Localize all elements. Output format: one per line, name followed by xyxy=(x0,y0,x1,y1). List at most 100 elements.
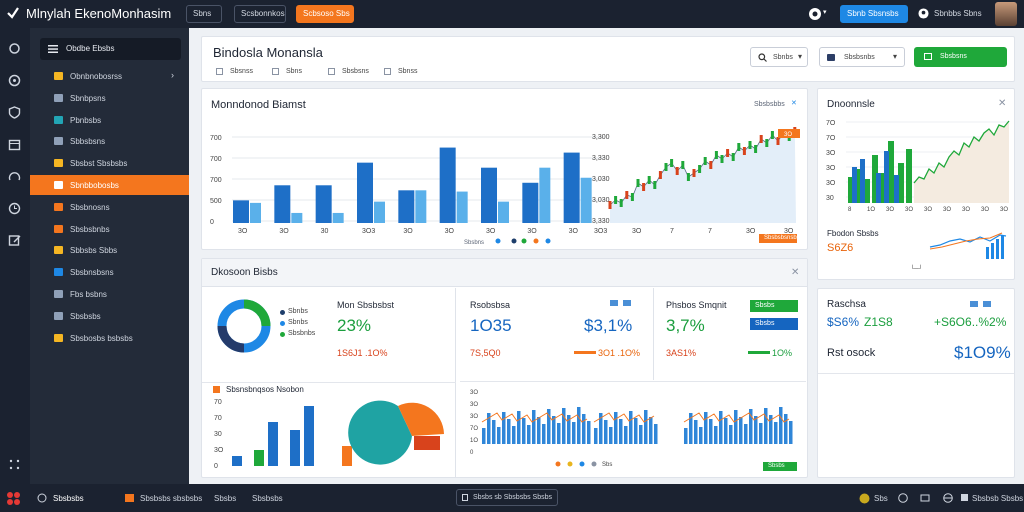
y-tick-label: 0 xyxy=(214,463,218,470)
y-tick-label: 3O xyxy=(214,447,224,454)
sidebar-item[interactable]: Sbbsbsns xyxy=(30,131,189,151)
avatar[interactable] xyxy=(995,2,1017,26)
gauge-icon[interactable] xyxy=(8,170,21,183)
trend-bar xyxy=(644,410,648,444)
x-tick-label: 3O xyxy=(403,228,413,235)
metric-3-bar xyxy=(748,351,770,354)
sidebar-item[interactable]: Sbsbosbs bsbsbs xyxy=(30,328,189,348)
clock-icon[interactable] xyxy=(8,202,21,215)
sidebar-item[interactable]: Fbs bsbns xyxy=(30,284,189,304)
y-tick-label: 0 xyxy=(470,450,474,456)
trend-line xyxy=(683,412,790,423)
trend-bar xyxy=(729,425,733,444)
legend-dot xyxy=(545,238,551,244)
trend-bar xyxy=(532,410,536,444)
legend-label: Sbnbs xyxy=(288,319,308,326)
notification-icon[interactable] xyxy=(808,7,822,21)
topbar-button-1[interactable]: Sbns xyxy=(186,5,222,23)
camera-icon[interactable] xyxy=(920,493,930,503)
metric-3-pill-1[interactable]: Sbsbs xyxy=(750,300,798,312)
edit-icon[interactable] xyxy=(8,234,21,247)
metric-panel-3: Phsbos Smqnit Sbsbs Sbsbs 3,7% 3AS1% 1O% xyxy=(656,288,804,380)
sidebar-item-icon xyxy=(54,137,63,146)
sidebar-item[interactable]: Sbsbsbs xyxy=(30,306,189,326)
metric-3-pill-2[interactable]: Sbsbs xyxy=(750,318,798,330)
sidebar-item-label: Sbsbosbs bsbsbs xyxy=(70,333,133,343)
x-tick-label: 3O xyxy=(924,207,932,213)
calendar-icon[interactable] xyxy=(8,138,21,151)
close-icon[interactable]: ✕ xyxy=(791,267,800,278)
close-icon[interactable]: ✕ xyxy=(791,100,797,107)
compass-icon[interactable] xyxy=(8,74,21,87)
puzzle-icon[interactable] xyxy=(6,491,21,506)
sidebar-item[interactable]: Sbsbnosns xyxy=(30,197,189,217)
icon-rail xyxy=(0,28,30,484)
filter-select[interactable]: Sbsbsnbs ▾ xyxy=(819,47,905,67)
sidebar-item[interactable]: Sbsbsbnbs xyxy=(30,219,189,239)
side-bar xyxy=(884,151,889,203)
side-chart-card: Dnoonnsle ✕ 7O 7O 3O 3O 3O 30 8 1O 3O 3O 3O 3O 3O 3O 3… xyxy=(817,88,1015,280)
bottombar-item-7[interactable]: Sbsbsb Sbsbs xyxy=(972,494,1024,503)
tab[interactable]: Sbsnss xyxy=(230,68,253,75)
user-icon[interactable] xyxy=(918,8,929,19)
sidebar-item[interactable]: Sbsbst Sbsbsbs xyxy=(30,153,189,173)
candle xyxy=(664,163,668,171)
candle xyxy=(765,139,769,147)
chart-action-pill[interactable]: Sbsbsbsnsbs xyxy=(759,234,797,243)
metric-3-label: Phsbos Smqnit xyxy=(666,300,727,310)
candle xyxy=(698,165,702,173)
sidebar-item[interactable]: Obnbnobosrss › xyxy=(30,66,189,86)
globe-icon[interactable] xyxy=(943,493,953,503)
topbar-primary-button[interactable]: Sbnb Sbsnsbs xyxy=(840,5,908,23)
sidebar-item[interactable]: Sbnbbobosbs xyxy=(30,175,189,195)
tab-icon xyxy=(384,68,391,75)
y-tick-label: 70 xyxy=(214,399,222,406)
sidebar-item[interactable]: Sbsbnsbsns xyxy=(30,262,189,282)
search-box[interactable]: Sbnbs ▾ xyxy=(750,47,808,67)
url-box[interactable]: Sbsbs sb Sbsbsbs Sbsbs xyxy=(456,489,558,506)
bottombar-item-1[interactable]: Sbsbsbs xyxy=(53,494,84,503)
results-value-4: $1O9% xyxy=(954,343,1011,362)
x-tick-label: 3O xyxy=(1000,207,1008,213)
x-tick-label: 3O xyxy=(943,207,951,213)
action-button[interactable]: Sbsbsns xyxy=(914,47,1007,67)
tab[interactable]: Sbnss xyxy=(398,68,418,75)
trend-bar xyxy=(562,408,566,444)
topbar-button-2[interactable]: Scsbonnkoss xyxy=(234,5,286,23)
settings-icon[interactable] xyxy=(8,42,21,55)
trend-bar xyxy=(542,424,546,444)
y-tick-label: 3,330 xyxy=(592,155,610,162)
page-header-card: Bindosla Monansla Sbsnss Sbns Sbsbsns Sbnss… xyxy=(201,36,1015,82)
sidebar-item[interactable]: Sbbsbs Sbbs xyxy=(30,240,189,260)
bottombar-item-6[interactable]: Sbs xyxy=(874,494,888,503)
grid-dots-icon[interactable] xyxy=(8,458,21,471)
mini-bar xyxy=(268,422,278,466)
topbar-button-3[interactable]: Scbsoso Sbs xyxy=(296,5,354,23)
trend-bar xyxy=(779,407,783,444)
sidebar-header[interactable]: Obdbe Ebsbs xyxy=(40,38,181,60)
trend-bar xyxy=(614,412,618,444)
chevron-down-icon[interactable]: ▾ xyxy=(823,9,827,16)
chevron-down-icon: ▾ xyxy=(893,52,898,61)
trend-pill[interactable]: Sbsbs xyxy=(763,462,797,471)
help-icon[interactable] xyxy=(898,493,908,503)
shield-icon[interactable] xyxy=(8,106,21,119)
tab[interactable]: Sbns xyxy=(286,68,302,75)
sidebar-item[interactable]: Sbnbpsns xyxy=(30,88,189,108)
tab[interactable]: Sbsbsns xyxy=(342,68,369,75)
sidebar-item-label: Sbnbbobosbs xyxy=(70,181,119,190)
bottombar-item-3[interactable]: Sbsbs xyxy=(214,494,237,503)
metric-1-label: Mon Sbsbsbst xyxy=(337,300,395,310)
bottombar-item-2[interactable]: Sbsbsbs sbsbsbs xyxy=(140,494,203,503)
close-icon[interactable]: ✕ xyxy=(998,98,1007,109)
metric-2-sub2: 3O1 .1O% xyxy=(598,348,641,358)
metric-3-sub: 3AS1% xyxy=(666,348,697,358)
sidebar-item-icon xyxy=(54,311,63,320)
coin-icon[interactable] xyxy=(859,493,870,504)
y-tick-label: 3O xyxy=(470,390,478,396)
bottombar-item-4[interactable]: Sbsbsbs xyxy=(252,494,283,503)
sidebar-item[interactable]: Pbnbsbs xyxy=(30,110,189,130)
x-tick-label: 3O xyxy=(569,228,579,235)
sidebar-item-icon xyxy=(54,333,63,342)
legend-label: Sbsbnbs xyxy=(288,330,316,337)
